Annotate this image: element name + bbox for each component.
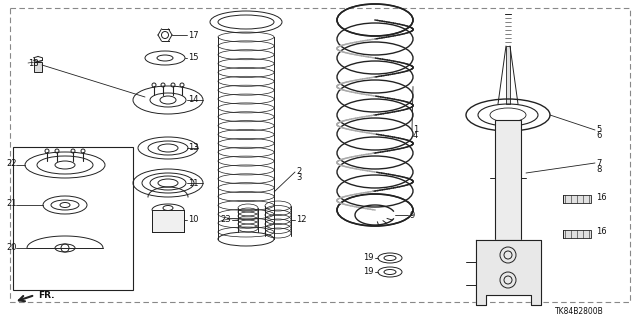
Bar: [13, 147, 133, 290]
Text: 18: 18: [28, 59, 38, 68]
Text: 13: 13: [188, 143, 198, 153]
Text: 19: 19: [364, 268, 374, 276]
Bar: [34, 62, 42, 72]
Text: 16: 16: [596, 193, 607, 202]
Text: 11: 11: [188, 179, 198, 188]
Polygon shape: [476, 240, 541, 305]
Text: 6: 6: [596, 132, 602, 140]
Text: 23: 23: [220, 214, 231, 223]
Text: 7: 7: [596, 158, 602, 167]
Text: 22: 22: [6, 159, 17, 169]
Bar: [152, 210, 184, 232]
Bar: [563, 195, 591, 203]
Text: 9: 9: [409, 211, 414, 220]
Text: 21: 21: [6, 199, 17, 209]
Bar: [563, 230, 591, 238]
Text: 10: 10: [188, 215, 198, 225]
Text: 3: 3: [296, 173, 301, 182]
Text: 17: 17: [188, 30, 198, 39]
Bar: [506, 46, 510, 104]
Text: 5: 5: [596, 125, 601, 134]
Text: 15: 15: [188, 53, 198, 62]
Text: 16: 16: [596, 228, 607, 236]
Text: 20: 20: [6, 243, 17, 252]
Text: 19: 19: [364, 253, 374, 262]
Text: TK84B2800B: TK84B2800B: [555, 308, 604, 316]
Bar: [495, 120, 521, 240]
Text: FR.: FR.: [38, 292, 54, 300]
Text: 4: 4: [413, 132, 419, 140]
Text: 1: 1: [413, 125, 419, 134]
Text: 2: 2: [296, 167, 301, 177]
Text: 14: 14: [188, 95, 198, 105]
Text: 8: 8: [596, 164, 602, 173]
Text: 12: 12: [296, 214, 307, 223]
